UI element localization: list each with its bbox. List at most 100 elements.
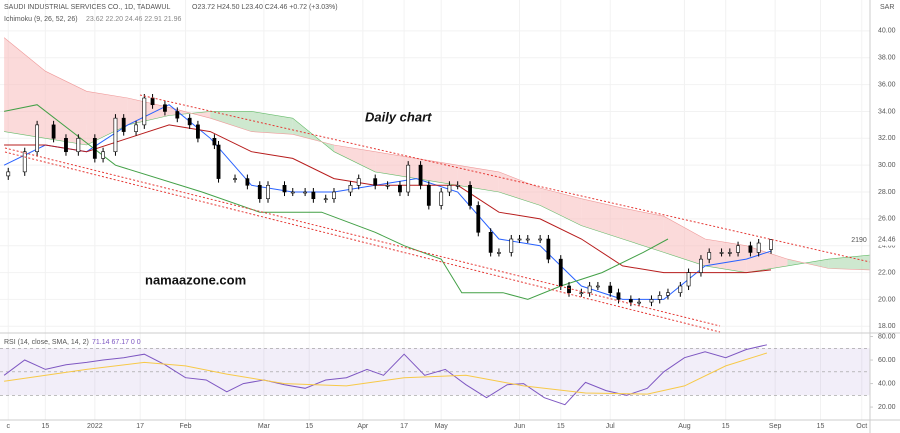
- candle-body: [699, 258, 703, 273]
- x-tick-label: Jun: [514, 423, 525, 430]
- countdown: 2190: [851, 237, 867, 244]
- candle-body: [134, 124, 138, 132]
- candle-body: [657, 295, 662, 300]
- candle-body: [282, 184, 287, 193]
- candle-body: [666, 292, 670, 296]
- annotation: Daily chart: [365, 109, 432, 124]
- span-a-line: [4, 111, 871, 273]
- candle-body: [406, 164, 411, 193]
- candle-body: [468, 184, 472, 206]
- candle-body: [163, 104, 167, 112]
- x-tick-label: Oct: [856, 423, 867, 430]
- candle-body: [35, 124, 40, 153]
- x-tick-label: 15: [305, 423, 313, 430]
- y-tick-label: 60.00: [878, 357, 896, 364]
- candle-body: [476, 205, 481, 233]
- candle-body: [439, 191, 444, 206]
- x-tick-label: Apr: [357, 423, 369, 430]
- y-tick-label: 40.00: [878, 28, 896, 35]
- candle-body: [76, 138, 81, 153]
- plot-layer: [0, 0, 871, 420]
- candle-body: [257, 184, 262, 200]
- x-tick-label: 15: [41, 423, 49, 430]
- indicator-line: [4, 124, 772, 274]
- candle-body: [311, 191, 316, 200]
- y-tick-label: 22.00: [878, 269, 896, 276]
- y-tick-label: 36.00: [878, 81, 896, 88]
- candle-body: [579, 292, 584, 295]
- candle-body: [769, 239, 773, 250]
- candle-body: [290, 191, 295, 194]
- candle-body: [245, 178, 250, 186]
- cloud-segment: [828, 255, 870, 270]
- candle-body: [587, 285, 592, 294]
- cloud-segment: [375, 151, 417, 179]
- x-tick-label: 15: [722, 423, 730, 430]
- candle-body: [546, 238, 551, 260]
- channel-line: [139, 94, 871, 263]
- candle-body: [101, 151, 105, 159]
- x-tick-label: Mar: [258, 423, 271, 430]
- candle-body: [616, 292, 621, 300]
- candle-body: [323, 198, 328, 201]
- candle-body: [332, 191, 336, 200]
- cloud-segment: [210, 111, 252, 132]
- cloud-segment: [251, 111, 293, 135]
- channel-line: [4, 151, 721, 333]
- y-tick-label: 20.00: [878, 404, 896, 411]
- x-tick-label: 17: [136, 423, 144, 430]
- indicator-line: [4, 352, 768, 395]
- cloud-segment: [540, 188, 582, 226]
- y-tick-label: 20.00: [878, 296, 896, 303]
- cloud-segment: [416, 158, 458, 186]
- candle-body: [707, 252, 712, 260]
- cloud-segment: [498, 171, 541, 206]
- candle-body: [398, 184, 402, 193]
- candle-body: [418, 164, 423, 186]
- y-tick-label: 38.00: [878, 55, 896, 62]
- candle-body: [121, 117, 126, 132]
- indicator-line: [3, 104, 772, 300]
- y-tick-label: 34.00: [878, 108, 896, 115]
- x-tick-label: May: [435, 423, 449, 430]
- candle-body: [187, 117, 192, 126]
- cloud-segment: [45, 71, 87, 145]
- channel-line: [4, 147, 721, 327]
- candle-body: [447, 184, 452, 193]
- candle-body: [92, 138, 97, 159]
- y-tick-label: 32.00: [878, 135, 896, 142]
- candle-body: [373, 178, 378, 186]
- cloud-segment: [86, 91, 128, 145]
- y-tick-label: 80.00: [878, 333, 896, 340]
- candle-body: [497, 252, 501, 254]
- candle-body: [356, 178, 361, 186]
- indicator-line: [3, 344, 768, 406]
- x-tick-label: Sep: [769, 423, 782, 430]
- y-tick-label: 40.00: [878, 380, 896, 387]
- candle-body: [525, 238, 530, 241]
- candle-body: [113, 117, 118, 153]
- candle-body: [216, 144, 221, 179]
- candle-body: [736, 245, 740, 253]
- price-tag: [871, 233, 900, 246]
- candle-body: [196, 124, 200, 139]
- rsi-label: RSI (14, close, SMA, 14, 2): [4, 339, 89, 346]
- x-tick-label: 15: [557, 423, 565, 430]
- candle-body: [595, 285, 600, 288]
- symbol-title: SAUDI INDUSTRIAL SERVICES CO., 1D, TADAW…: [4, 4, 170, 11]
- ichimoku-values: 23.62 22.20 24.46 22.91 21.96: [86, 16, 181, 23]
- candle-body: [426, 184, 431, 206]
- cloud-segment: [4, 37, 46, 139]
- candle-body: [385, 184, 390, 187]
- candle-body: [719, 252, 724, 254]
- x-tick-label: Aug: [678, 423, 691, 430]
- x-tick-label: c: [6, 423, 10, 430]
- candle-body: [150, 97, 155, 106]
- ichimoku-label: Ichimoku (9, 26, 52, 26): [4, 16, 78, 23]
- candle-body: [455, 184, 460, 187]
- candle-body: [175, 111, 180, 119]
- candle-body: [637, 301, 641, 304]
- candle-body: [509, 238, 514, 253]
- unit: SAR: [880, 4, 894, 11]
